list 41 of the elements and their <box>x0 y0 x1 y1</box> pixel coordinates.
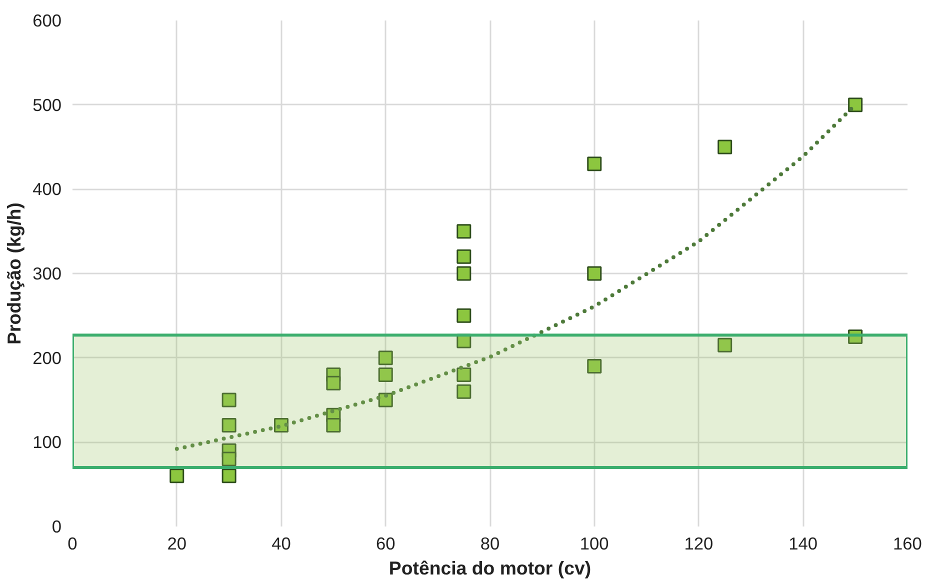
point <box>587 359 602 374</box>
point <box>222 468 236 484</box>
x-tick-label: 160 <box>893 534 922 554</box>
point <box>170 468 184 484</box>
point <box>378 350 393 366</box>
point <box>456 224 472 239</box>
point <box>587 266 602 281</box>
point <box>222 418 236 433</box>
y-tick-label: 500 <box>32 94 62 115</box>
y-tick-label: 100 <box>32 432 62 452</box>
x-tick-label: 140 <box>788 534 818 554</box>
x-tick-label: 60 <box>376 534 396 554</box>
y-tick-label: 0 <box>52 516 62 536</box>
x-axis-title: Potência do motor (cv) <box>388 558 592 578</box>
y-axis-title: Produção (kg/h) <box>4 202 25 344</box>
point <box>222 392 236 408</box>
y-tick-label: 600 <box>32 10 62 30</box>
y-tick-label: 400 <box>32 179 62 200</box>
point <box>326 376 341 390</box>
point <box>456 308 472 323</box>
point <box>456 334 472 348</box>
point <box>587 156 602 172</box>
point <box>326 418 341 433</box>
x-tick-label: 80 <box>480 534 500 554</box>
x-tick-label: 20 <box>167 534 187 554</box>
y-tick-label: 200 <box>32 348 62 368</box>
point <box>718 140 732 154</box>
x-tick-label: 40 <box>272 534 291 554</box>
point <box>456 249 472 264</box>
x-tick-label: 100 <box>580 534 609 554</box>
point <box>378 367 393 382</box>
x-tick-label: 120 <box>684 534 714 554</box>
point <box>222 452 236 466</box>
point <box>456 367 472 382</box>
y-tick-label: 300 <box>32 264 62 284</box>
point <box>718 338 732 352</box>
point <box>848 98 863 112</box>
point <box>456 384 472 399</box>
point <box>848 330 863 344</box>
x-tick-label: 0 <box>68 534 78 554</box>
point <box>456 266 472 281</box>
